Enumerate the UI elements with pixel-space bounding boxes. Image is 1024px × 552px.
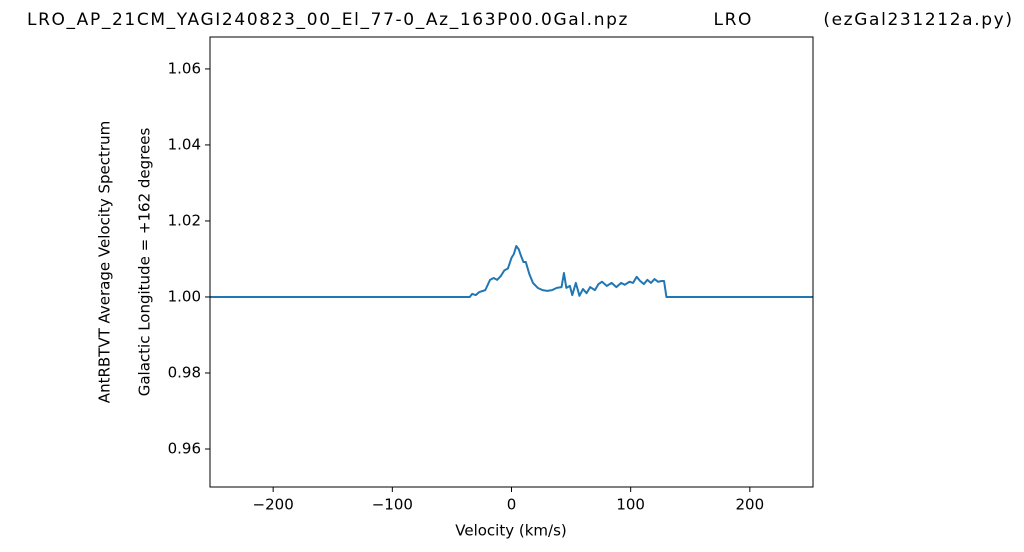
y-tick-label: 1.02 [168,211,201,229]
y-tick-label: 0.98 [168,363,201,381]
y-tick-label: 0.96 [168,439,201,457]
x-tick-label: 100 [616,496,645,514]
y-axis-label: AntRBTVT Average Velocity Spectrum [96,121,114,403]
y-tick-label: 1.04 [168,135,201,153]
x-tick-label: 0 [507,496,517,514]
data-line [210,245,813,298]
y-tick-label: 1.06 [168,59,201,77]
y-tick-label: 1.00 [168,287,201,305]
y-axis-label: Galactic Longitude = +162 degrees [136,128,154,397]
x-tick-label: 200 [736,496,765,514]
x-tick-label: −200 [253,496,294,514]
x-tick-label: −100 [372,496,413,514]
x-axis-label: Velocity (km/s) [455,522,566,540]
chart-title: LRO_AP_21CM_YAGI240823_00_El_77-0_Az_163… [27,10,1012,30]
plot-frame [209,36,814,488]
